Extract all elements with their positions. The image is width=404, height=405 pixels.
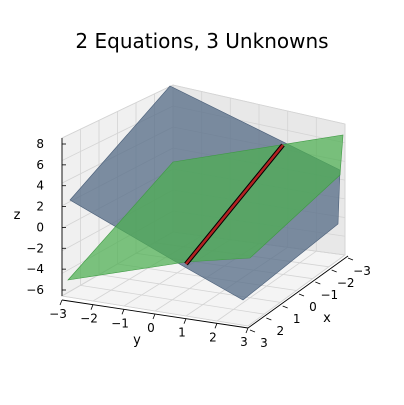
x-tick-label: −1 [320, 288, 338, 302]
x-gridline [98, 274, 281, 303]
y-tick-mark [245, 327, 249, 334]
chart-title: 2 Equations, 3 Unknowns [75, 29, 328, 53]
x-tick-mark [331, 269, 337, 273]
y-tick-label: 2 [209, 330, 217, 344]
x-tick-mark [249, 329, 256, 333]
z-tick-label: 2 [36, 200, 44, 214]
z-tick-label: −2 [26, 241, 44, 255]
y-tick-mark [214, 323, 218, 329]
intersection-line [185, 144, 284, 265]
z-tick-label: 8 [36, 137, 44, 151]
x-tick-label: 0 [309, 300, 317, 314]
surfaces [67, 85, 344, 301]
x-tick-label: −3 [353, 264, 371, 278]
z-axis-label: z [14, 208, 21, 223]
y-tick-label: −3 [49, 307, 67, 321]
z-tick-label: 0 [36, 220, 44, 234]
x-tick-label: 3 [260, 336, 268, 350]
x-tick-mark [347, 257, 354, 261]
y-axis-label: y [133, 333, 141, 348]
x-tick-mark [266, 317, 272, 321]
y-tick-mark [90, 304, 94, 310]
y-tick-mark [121, 309, 125, 315]
y-tick-label: −2 [80, 312, 98, 326]
y-tick-label: 3 [240, 335, 248, 349]
x-tick-mark [315, 281, 321, 285]
y-tick-mark [183, 318, 187, 324]
z-tick-label: 4 [36, 179, 44, 193]
y-ticks: −3 −2 −1 0 1 2 3 [49, 299, 249, 349]
z-ticks: −6 −4 −2 0 2 4 6 8 [26, 137, 66, 297]
y-tick-mark [59, 299, 63, 306]
x-tick-label: 1 [293, 312, 301, 326]
x-tick-label: −2 [337, 276, 355, 290]
x-tick-label: 2 [277, 324, 285, 338]
y-tick-mark [152, 313, 156, 320]
y-tick-label: 0 [147, 321, 155, 335]
z-tick-label: −4 [26, 262, 44, 276]
x-axis-line [247, 255, 349, 329]
x-gridline [80, 284, 265, 315]
x-axis-label: x [323, 311, 331, 326]
y-tick-label: −1 [111, 316, 129, 330]
x-gridline [61, 295, 249, 327]
x-tick-mark [282, 305, 288, 309]
x-tick-mark [298, 293, 305, 297]
y-tick-label: 1 [178, 326, 186, 340]
z-tick-label: 6 [36, 158, 44, 172]
z-tick-label: −6 [26, 283, 44, 297]
